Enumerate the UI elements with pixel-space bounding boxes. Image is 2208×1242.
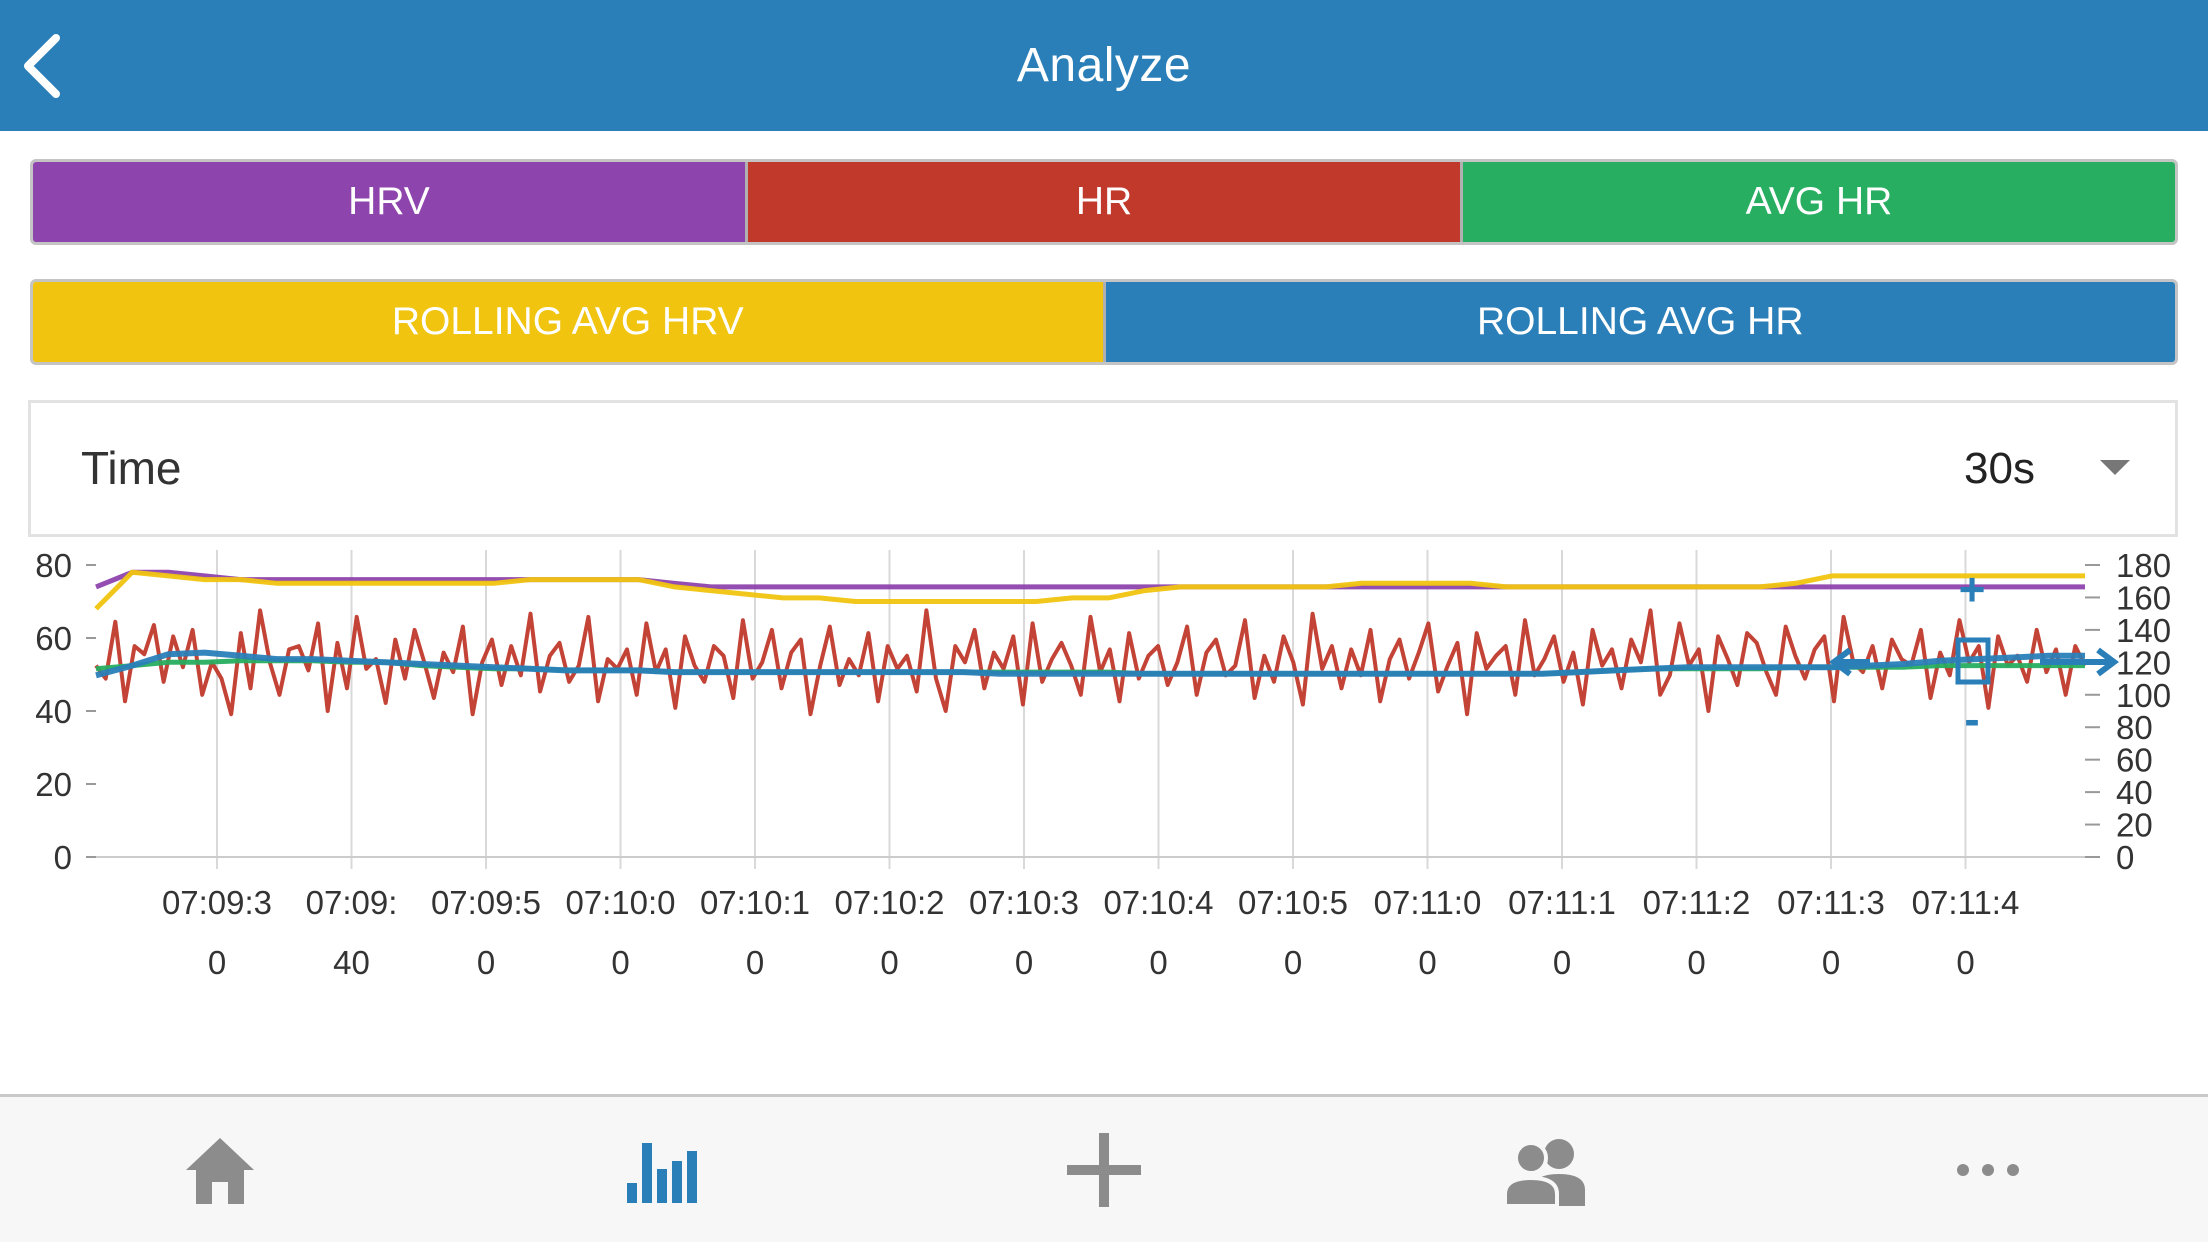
x-tick-label-line2: 0	[1418, 944, 1436, 981]
x-tick-label: 07:11:2	[1643, 884, 1751, 921]
more-dots-icon	[1957, 1163, 2019, 1176]
time-range-label: Time	[81, 442, 182, 494]
right-axis-label: 100	[2116, 677, 2171, 714]
hr-hrv-chart[interactable]: 07:09:3 0 07:09: 40 07:09:5 0 07:10:0 0 07:10:1 0…	[0, 540, 2208, 1010]
right-axis-label: 20	[2116, 807, 2153, 844]
nav-analyze[interactable]	[562, 1097, 762, 1242]
right-axis-label: 0	[2116, 839, 2134, 876]
x-tick-label: 07:11:0	[1374, 884, 1482, 921]
x-tick-label: 07:10:1	[700, 884, 810, 921]
page-title: Analyze	[1016, 39, 1192, 92]
series-line-rolling-avg-hr	[95, 649, 2085, 679]
left-axis-label: 60	[35, 620, 72, 657]
back-button[interactable]	[14, 30, 74, 102]
right-axis-label: 120	[2116, 644, 2171, 681]
x-tick-label-line2: 0	[1687, 944, 1705, 981]
x-tick-label: 07:09:	[306, 884, 398, 921]
x-tick-label-line2: 0	[477, 944, 495, 981]
home-icon	[186, 1137, 254, 1204]
x-tick-label: 07:11:3	[1777, 884, 1885, 921]
dropdown-caret-icon	[2100, 460, 2130, 475]
chevron-left-icon	[24, 34, 60, 98]
x-tick-label: 07:09:5	[431, 884, 541, 921]
toggle-avg-hr[interactable]: AVG HR	[1460, 162, 2175, 242]
zoom-in-button[interactable]: +	[1959, 563, 1986, 615]
right-axis-label: 60	[2116, 742, 2153, 779]
right-axis-label: 140	[2116, 612, 2171, 649]
series-line-rolling-avg-hrv	[94, 569, 2085, 611]
right-axis-label: 40	[2116, 774, 2153, 811]
x-tick-label: 07:11:1	[1508, 884, 1616, 921]
x-tick-label-line2: 0	[1015, 944, 1033, 981]
nav-add[interactable]	[1004, 1097, 1204, 1242]
x-tick-label: 07:09:3	[162, 884, 272, 921]
right-axis-label: 80	[2116, 709, 2153, 746]
left-axis-label: 80	[35, 547, 72, 584]
left-axis-label: 40	[35, 693, 72, 730]
x-tick-label-line2: 0	[880, 944, 898, 981]
right-axis-label: 160	[2116, 579, 2171, 616]
time-range-select[interactable]: Time 30s	[28, 400, 2178, 537]
nav-community[interactable]	[1446, 1097, 1646, 1242]
toggle-hr[interactable]: HR	[745, 162, 1460, 242]
x-tick-label-line2: 0	[208, 944, 226, 981]
x-tick-label-line2: 0	[1149, 944, 1167, 981]
zoom-out-button[interactable]: -	[1964, 693, 1979, 745]
left-axis-label: 0	[54, 839, 72, 876]
x-tick-label: 07:10:3	[969, 884, 1079, 921]
series-line-hr	[94, 608, 2087, 717]
toggle-hrv[interactable]: HRV	[33, 162, 745, 242]
selection-handle	[1955, 637, 1991, 685]
x-tick-label: 07:11:4	[1912, 884, 2020, 921]
toggle-rolling-avg-hr[interactable]: ROLLING AVG HR	[1102, 282, 2175, 362]
series-toggle-row-1: HRV HR AVG HR	[30, 159, 2178, 245]
bar-chart-icon	[627, 1142, 697, 1203]
x-tick-label-line2: 0	[746, 944, 764, 981]
nav-home[interactable]	[120, 1097, 320, 1242]
x-tick-label: 07:10:0	[565, 884, 675, 921]
x-tick-label-line2: 0	[1956, 944, 1974, 981]
app-header: Analyze	[0, 0, 2208, 131]
x-tick-label-line2: 40	[333, 944, 370, 981]
x-tick-label-line2: 0	[1822, 944, 1840, 981]
time-range-value: 30s	[1964, 444, 2035, 493]
bottom-nav	[0, 1094, 2208, 1242]
x-tick-label-line2: 0	[611, 944, 629, 981]
right-axis-label: 180	[2116, 547, 2171, 584]
toggle-rolling-avg-hrv[interactable]: ROLLING AVG HRV	[33, 282, 1103, 362]
x-tick-label-line2: 0	[1553, 944, 1571, 981]
nav-more[interactable]	[1888, 1097, 2088, 1242]
x-tick-label-line2: 0	[1284, 944, 1302, 981]
series-toggle-row-2: ROLLING AVG HRV ROLLING AVG HR	[30, 279, 2178, 365]
users-icon	[1503, 1138, 1585, 1206]
x-tick-label: 07:10:5	[1238, 884, 1348, 921]
left-axis-label: 20	[35, 766, 72, 803]
x-tick-label: 07:10:2	[834, 884, 944, 921]
plus-icon	[1067, 1132, 1141, 1207]
x-tick-label: 07:10:4	[1103, 884, 1213, 921]
